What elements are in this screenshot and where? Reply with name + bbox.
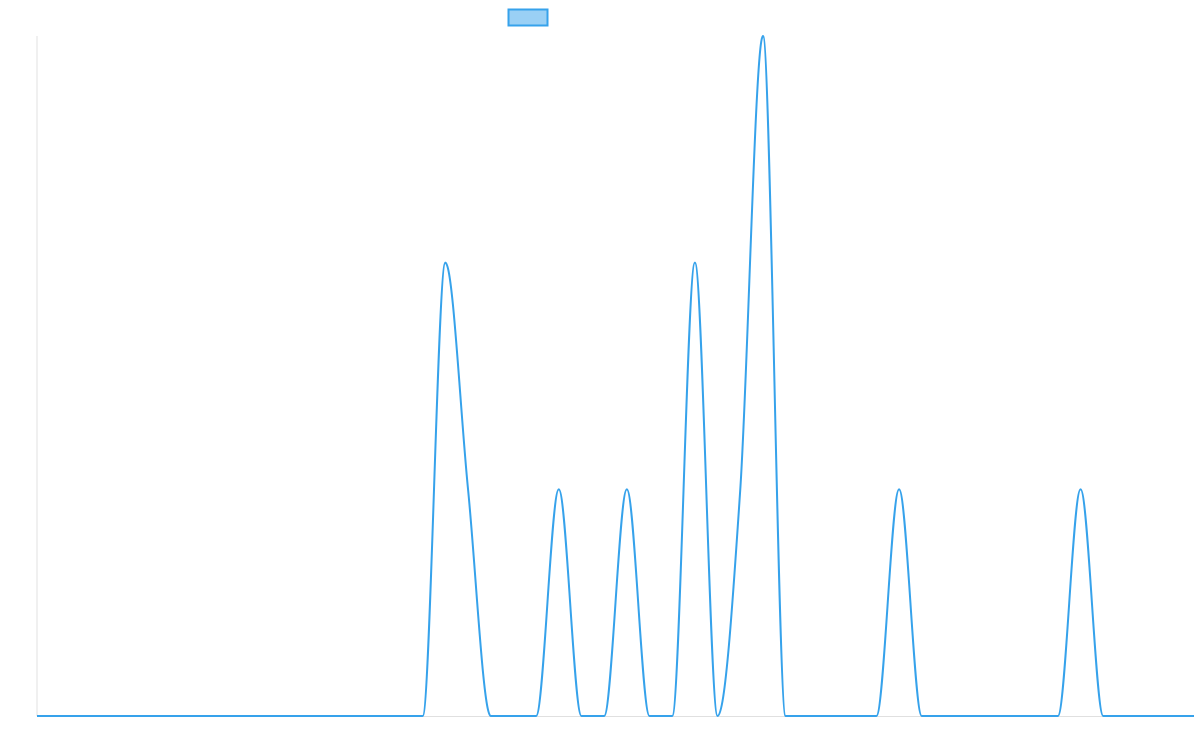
legend-swatch[interactable] [507, 8, 549, 27]
series-line-0 [37, 34, 1194, 718]
